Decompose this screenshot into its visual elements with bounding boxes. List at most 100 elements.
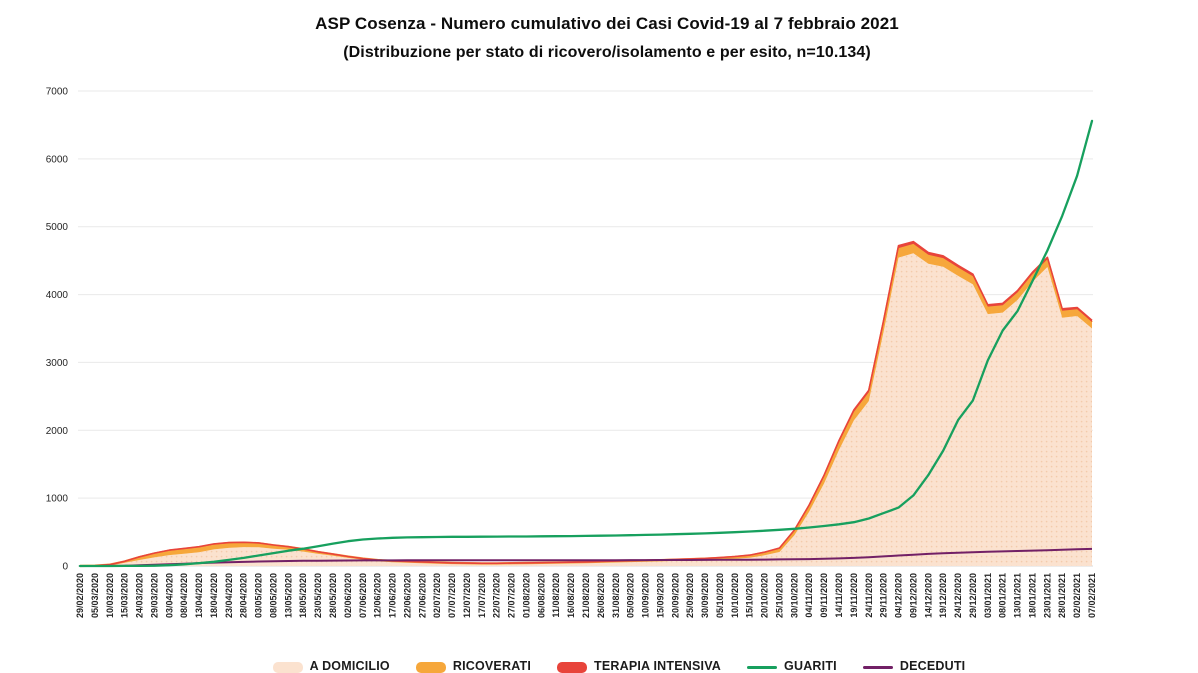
x-tick-label: 02/06/2020 [343,573,353,618]
y-tick-label: 5000 [46,222,69,233]
x-tick-label: 01/08/2020 [522,573,532,618]
x-tick-label: 30/09/2020 [700,573,710,618]
title-block: ASP Cosenza - Numero cumulativo dei Casi… [0,14,1198,62]
x-tick-label: 22/07/2020 [492,573,502,618]
x-tick-label: 09/12/2020 [908,573,918,618]
x-tick-label: 28/05/2020 [328,573,338,618]
x-tick-label: 03/05/2020 [254,573,264,618]
series-terapia-intensiva-line [79,240,1093,567]
y-tick-label: 1000 [46,494,69,505]
legend-label-ricoverati: RICOVERATI [452,659,532,673]
x-tick-label: 17/07/2020 [477,573,487,618]
legend-item-a-domicilio: A DOMICILIO [272,659,390,673]
x-tick-label: 18/05/2020 [298,573,308,618]
x-tick-label: 13/01/2021 [1013,573,1023,618]
x-tick-label: 14/11/2020 [834,573,844,618]
x-tick-label: 22/06/2020 [402,573,412,618]
x-tick-label: 24/11/2020 [864,573,874,618]
series-a-domicilio-area [80,253,1092,567]
x-tick-label: 19/11/2020 [849,573,859,618]
x-tick-label: 29/12/2020 [968,573,978,618]
x-tick-label: 07/02/2021 [1087,573,1097,618]
x-tick-label: 23/05/2020 [313,573,323,618]
x-tick-label: 23/04/2020 [224,573,234,618]
deceduti-swatch [862,666,893,669]
series-deceduti-line [80,547,1093,567]
x-tick-label: 15/03/2020 [120,573,130,618]
x-tick-label: 07/07/2020 [447,573,457,618]
a-domicilio-swatch [272,662,303,673]
x-tick-label: 15/10/2020 [745,573,755,618]
chart-subtitle: (Distribuzione per stato di ricovero/iso… [343,44,871,61]
legend-label-terapia-intensiva: TERAPIA INTENSIVA [594,659,722,673]
guariti-swatch [747,666,778,669]
x-tick-label: 17/06/2020 [388,573,398,618]
x-tick-label: 23/01/2021 [1042,573,1052,618]
x-tick-label: 08/05/2020 [269,573,279,618]
y-tick-label: 6000 [46,154,69,165]
x-tick-label: 19/12/2020 [938,573,948,618]
x-tick-label: 16/08/2020 [566,573,576,618]
x-tick-label: 18/01/2021 [1028,573,1038,618]
y-tick-label: 3000 [46,358,69,369]
x-tick-label: 04/12/2020 [894,573,904,618]
legend-item-guariti: GUARITI [747,659,837,673]
x-tick-label: 07/06/2020 [358,573,368,618]
x-tick-label: 14/12/2020 [923,573,933,618]
x-tick-label: 13/04/2020 [194,573,204,618]
x-tick-label: 05/09/2020 [626,573,636,618]
x-tick-label: 05/10/2020 [715,573,725,618]
y-tick-label: 2000 [46,426,69,437]
y-tick-label: 0 [62,562,68,573]
x-tick-label: 28/04/2020 [239,573,249,618]
x-tick-label: 29/03/2020 [149,573,159,618]
x-tick-label: 29/11/2020 [879,573,889,618]
x-tick-label: 06/08/2020 [536,573,546,618]
x-tick-label: 15/09/2020 [655,573,665,618]
x-tick-label: 29/02/2020 [75,573,85,618]
legend-label-guariti: GUARITI [784,659,837,673]
legend-label-deceduti: DECEDUTI [899,659,966,673]
x-tick-label: 20/09/2020 [670,573,680,618]
x-tick-label: 27/07/2020 [507,573,517,618]
x-tick-label: 12/07/2020 [462,573,472,618]
x-axis-labels: 29/02/2020 05/03/2020 10/03/2020 15/03/2020… [75,573,1097,618]
series-guariti-line [78,119,1094,568]
x-tick-label: 02/07/2020 [432,573,442,618]
x-tick-label: 05/03/2020 [90,573,100,618]
chart-legend: A DOMICILIO RICOVERATI TERAPIA INTENSIVA… [0,659,1198,673]
x-tick-label: 09/11/2020 [819,573,829,618]
x-tick-label: 21/08/2020 [581,573,591,618]
x-tick-label: 18/04/2020 [209,573,219,618]
x-tick-label: 12/06/2020 [373,573,383,618]
y-tick-label: 4000 [46,290,69,301]
x-tick-label: 04/11/2020 [804,573,814,618]
x-tick-label: 03/01/2021 [983,573,993,618]
x-tick-label: 28/01/2021 [1057,573,1067,618]
x-tick-label: 20/10/2020 [760,573,770,618]
chart-title: ASP Cosenza - Numero cumulativo dei Casi… [315,14,899,33]
legend-item-terapia-intensiva: TERAPIA INTENSIVA [557,659,721,673]
x-tick-label: 02/02/2021 [1072,573,1082,618]
x-tick-label: 10/09/2020 [641,573,651,618]
legend-item-ricoverati: RICOVERATI [415,659,532,673]
x-tick-label: 11/08/2020 [551,573,561,618]
x-tick-label: 27/06/2020 [417,573,427,618]
x-tick-label: 10/03/2020 [105,573,115,618]
x-tick-label: 26/08/2020 [596,573,606,618]
x-tick-label: 08/01/2021 [998,573,1008,618]
x-tick-label: 25/09/2020 [685,573,695,618]
x-tick-label: 30/10/2020 [789,573,799,618]
y-tick-label: 7000 [46,87,69,98]
x-tick-label: 10/10/2020 [730,573,740,618]
x-tick-label: 03/04/2020 [164,573,174,618]
x-tick-label: 13/05/2020 [283,573,293,618]
x-tick-label: 24/03/2020 [135,573,145,618]
x-tick-label: 31/08/2020 [611,573,621,618]
x-tick-label: 25/10/2020 [775,573,785,618]
ricoverati-swatch [415,662,446,673]
covid-cumulative-stacked-area-chart: 0 1000 2000 3000 4000 5000 6000 7000 29/02/2020 0… [46,87,1097,619]
terapia-intensiva-swatch [557,662,588,673]
legend-label-a-domicilio: A DOMICILIO [309,659,390,673]
